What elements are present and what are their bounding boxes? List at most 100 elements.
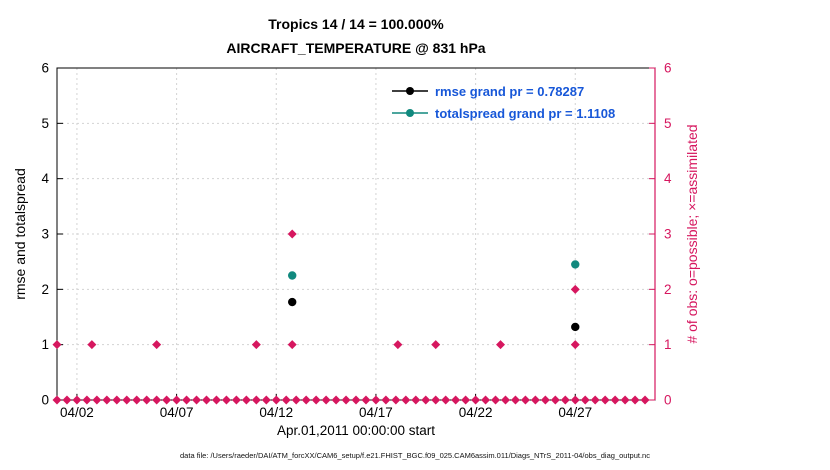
rmse-marker [571,322,580,332]
y-tick-label-left: 5 [41,116,49,131]
obs-count-marker [570,340,580,350]
obs-count-marker [221,395,231,405]
x-tick-label: 04/02 [60,405,94,420]
obs-count-marker [371,395,381,405]
x-tick-label: 04/07 [160,405,194,420]
obs-count-marker [401,395,411,405]
obs-count-marker [471,395,481,405]
y-tick-label-left: 2 [41,282,49,297]
obs-count-marker [540,395,550,405]
obs-count-marker [112,395,122,405]
obs-count-marker [231,395,241,405]
obs-count-marker [62,395,72,405]
y-tick-label-left: 0 [41,393,49,408]
y-tick-label-right: 3 [664,227,672,242]
obs-count-marker [570,284,580,294]
obs-count-marker [92,395,102,405]
rmse-marker [288,297,297,307]
obs-count-marker [580,395,590,405]
obs-count-marker [82,395,92,405]
y-tick-label-left: 4 [41,171,49,186]
obs-count-marker [122,395,132,405]
obs-count-marker [461,395,471,405]
y-axis-label-right: # of obs: o=possible; ×=assimilated [684,124,700,344]
obs-count-marker [211,395,221,405]
obs-count-marker [341,395,351,405]
obs-count-marker [192,395,202,405]
obs-count-marker [287,229,297,239]
obs-count-marker [202,395,211,405]
obs-count-marker [281,395,291,405]
obs-count-marker [287,340,297,350]
rmse-line-marker-icon [392,87,428,95]
y-tick-label-right: 6 [664,61,672,76]
obs-count-marker [620,395,630,405]
obs-count-marker [241,395,251,405]
obs-count-marker [431,340,441,350]
obs-count-marker [251,395,261,405]
y-tick-label-left: 6 [41,61,49,76]
obs-count-marker [182,395,192,405]
obs-count-marker [630,395,640,405]
obs-count-marker [411,395,421,405]
obs-count-marker [52,395,62,405]
obs-count-marker [152,340,162,350]
obs-count-marker [142,395,152,405]
obs-count-marker [52,340,62,350]
obs-count-marker [162,395,172,405]
obs-count-marker [301,395,311,405]
chart-title: Tropics 14 / 14 = 100.000% [268,16,444,32]
y-tick-label-right: 1 [664,337,672,352]
x-tick-label: 04/17 [359,405,393,420]
obs-count-marker [600,395,610,405]
obs-count-marker [590,395,600,405]
obs-count-marker [550,395,560,405]
obs-count-marker [570,395,580,405]
obs-count-marker [610,395,620,405]
obs-count-marker [261,395,271,405]
obs-count-marker [393,340,403,350]
obs-count-marker [640,395,650,405]
obs-count-marker [481,395,491,405]
obs-count-marker [132,395,142,405]
x-axis-label: Apr.01,2011 00:00:00 start [276,423,436,438]
data-file-caption: data file: /Users/raeder/DAI/ATM_forcXX/… [180,451,650,460]
y-tick-label-left: 1 [41,337,49,352]
obs-count-marker [441,395,451,405]
x-tick-label: 04/12 [259,405,293,420]
legend-label-totalspread: totalspread grand pr = 1.1108 [435,105,616,121]
obs-count-marker [451,395,461,405]
obs-count-marker [152,395,162,405]
y-axis-label-left: rmse and totalspread [12,168,28,300]
legend-label-rmse: rmse grand pr = 0.78287 [435,83,585,99]
obs-count-marker [331,395,341,405]
obs-count-marker [72,395,82,405]
chart-subtitle: AIRCRAFT_TEMPERATURE @ 831 hPa [226,40,486,56]
y-tick-label-left: 3 [41,227,49,242]
obs-count-marker [510,395,520,405]
obs-count-marker [251,340,261,350]
totalspread-line-marker-icon [392,109,428,117]
totalspread-marker [288,271,297,280]
legend-row-rmse: rmse grand pr = 0.78287 [392,80,615,102]
obs-count-marker [172,395,182,405]
y-tick-label-right: 4 [664,171,672,186]
obs-count-marker [496,340,506,350]
obs-count-marker [321,395,331,405]
obs-count-marker [271,395,281,405]
obs-count-marker [361,395,371,405]
obs-count-marker [501,395,510,405]
obs-count-marker [381,395,391,405]
obs-count-marker [391,395,401,405]
legend: rmse grand pr = 0.78287 totalspread gran… [392,80,615,124]
y-tick-label-right: 5 [664,116,672,131]
obs-count-marker [102,395,112,405]
obs-count-marker [520,395,530,405]
y-tick-label-right: 2 [664,282,672,297]
legend-row-totalspread: totalspread grand pr = 1.1108 [392,102,615,124]
x-tick-label: 04/27 [558,405,592,420]
y-tick-label-right: 0 [664,393,672,408]
obs-count-marker [87,340,97,350]
